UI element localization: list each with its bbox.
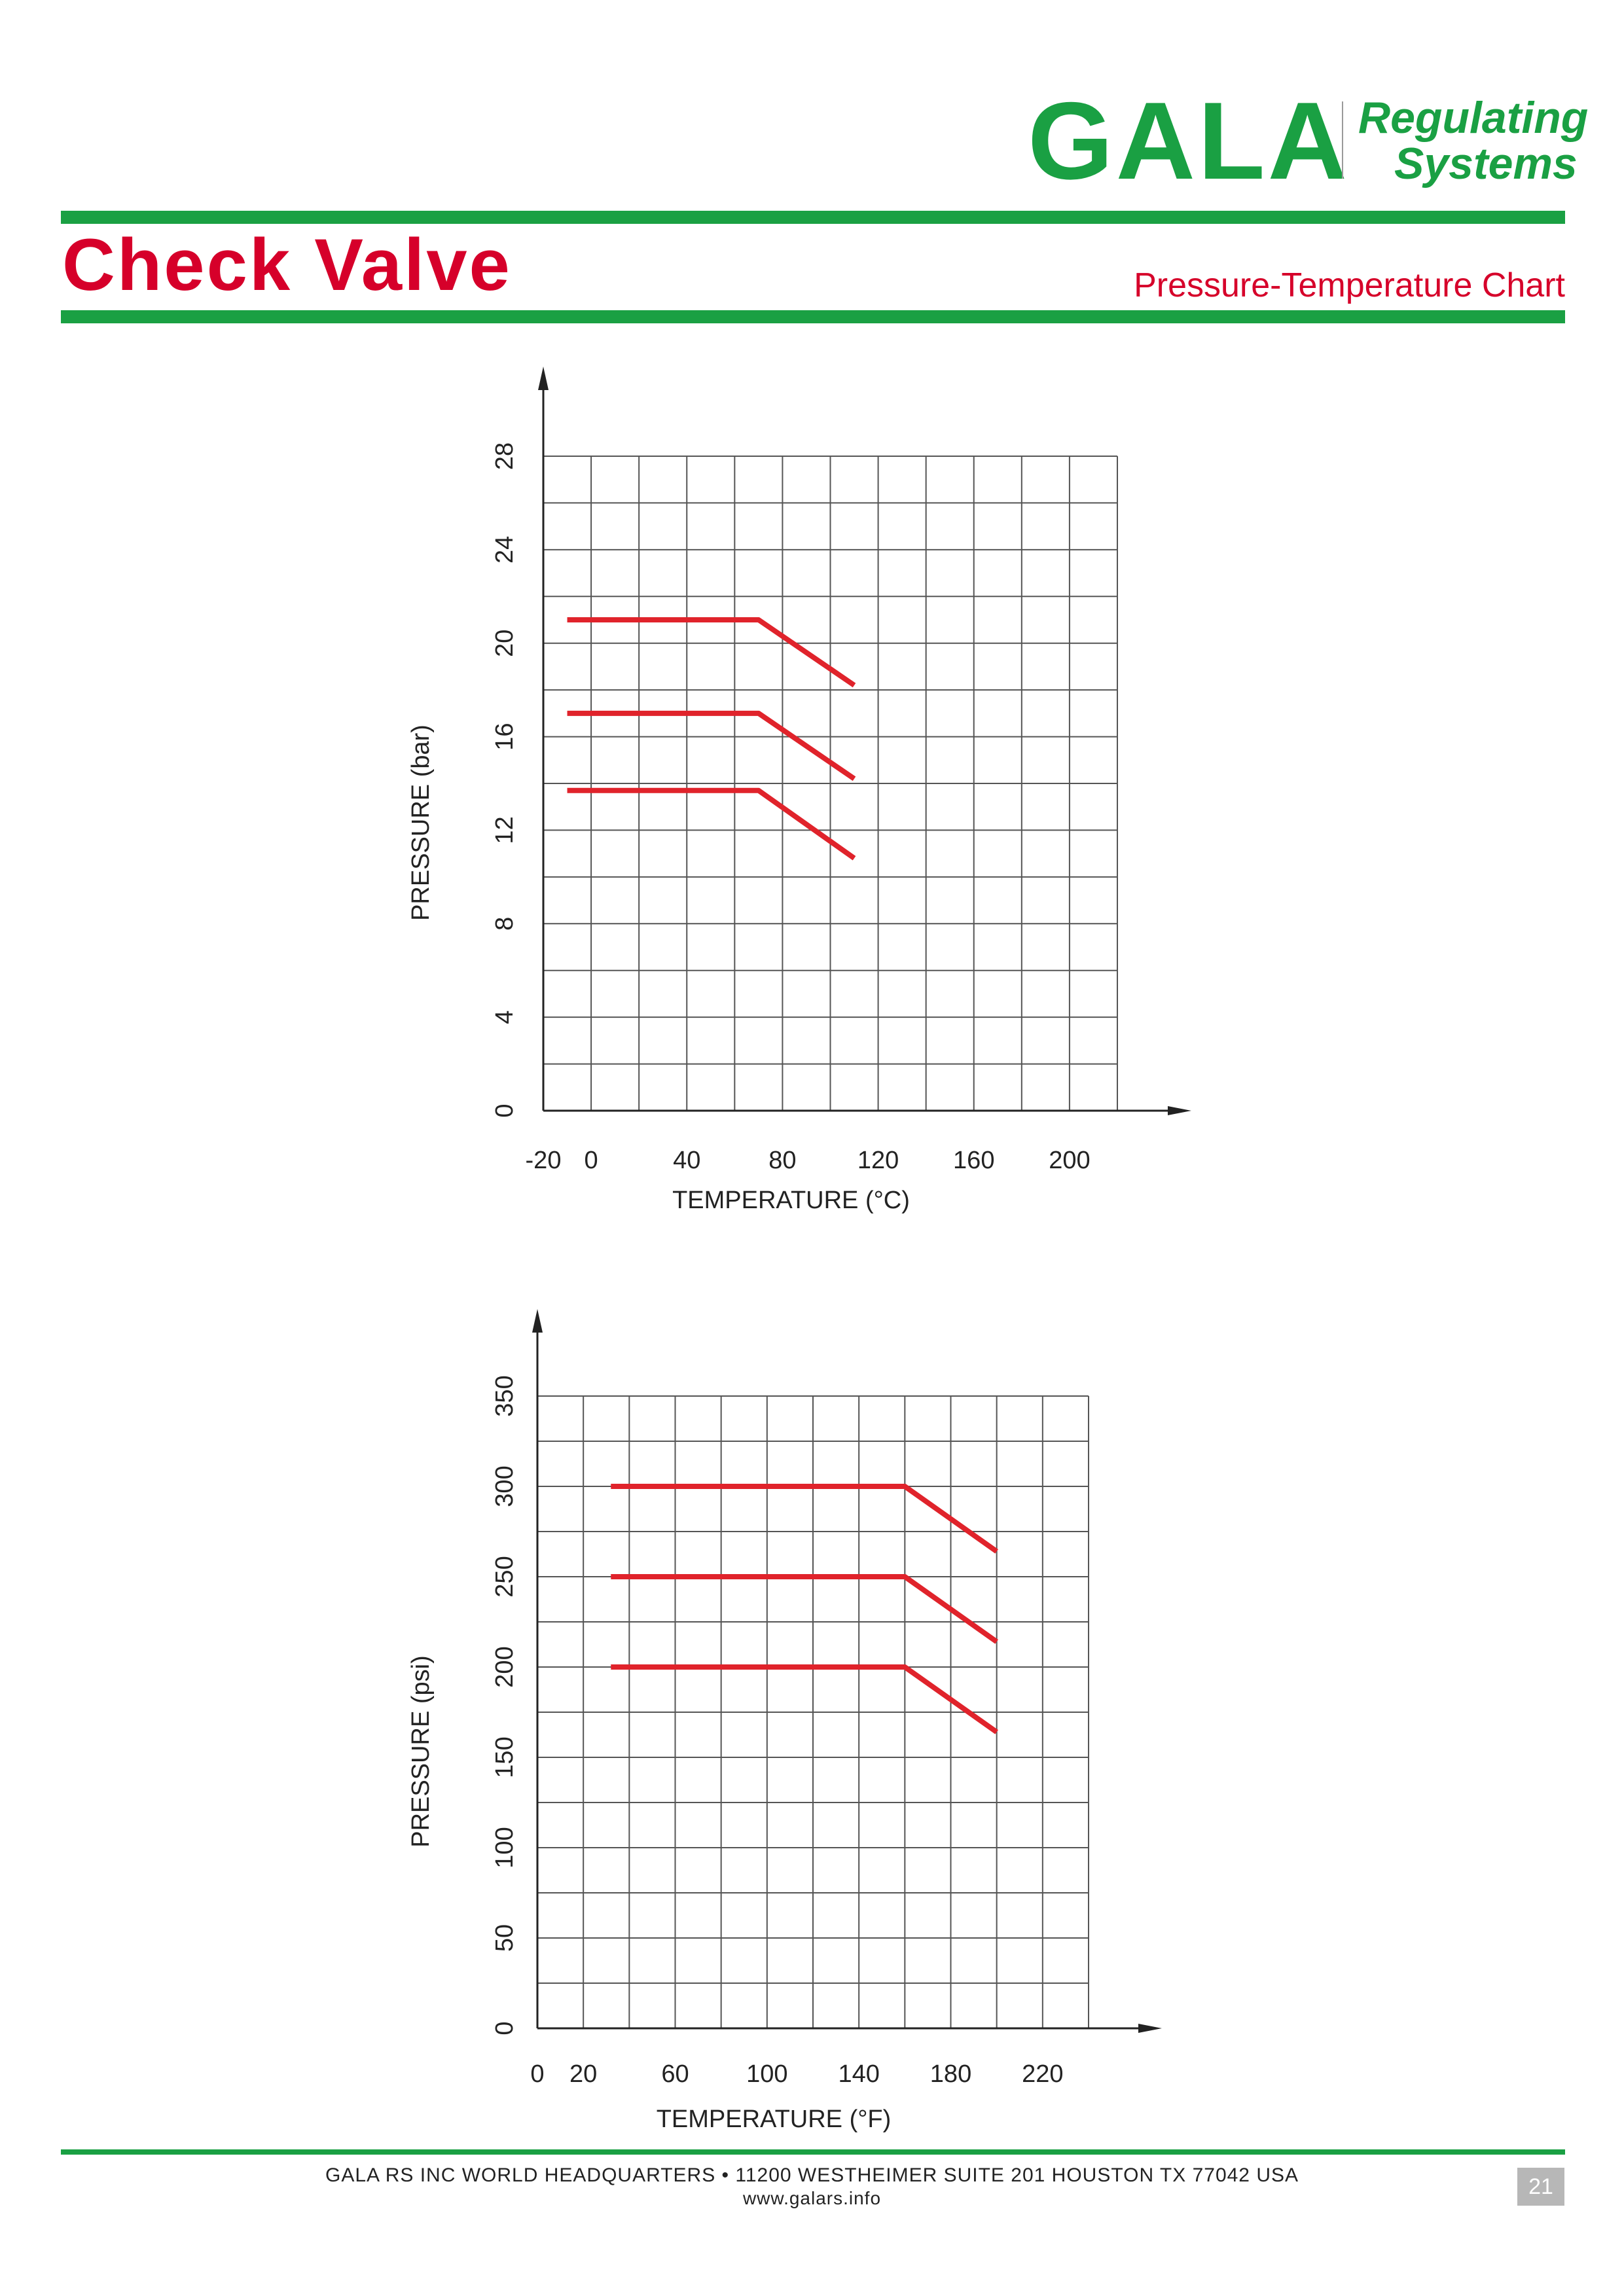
chart-2-y-tick-label: 250	[491, 1556, 518, 1597]
chart-2-x-tick-label: 220	[1022, 2060, 1063, 2088]
chart-2-y-axis-title: PRESSURE (psi)	[407, 1655, 435, 1848]
chart-1-y-tick-label: 20	[491, 630, 518, 657]
footer-website[interactable]: www.galars.info	[742, 2188, 882, 2208]
chart-2-x-axis-title: TEMPERATURE (°F)	[657, 2106, 892, 2133]
header-rule-bottom	[61, 310, 1565, 323]
footer-address: GALA RS INC WORLD HEADQUARTERS • 11200 W…	[325, 2164, 1299, 2186]
chart-2-y-tick-label: 0	[491, 2021, 518, 2035]
brand-logo: GALA Regulating Systems	[1028, 79, 1588, 202]
page-number: 21	[1517, 2168, 1564, 2206]
chart-2-x-tick-label: 20	[569, 2060, 597, 2088]
brand-tagline-line2: Systems	[1394, 139, 1578, 188]
chart-2-y-tick-label: 50	[491, 1924, 518, 1952]
chart-2-series-line-2	[611, 1574, 998, 1644]
brand-divider	[1342, 101, 1343, 179]
chart-1-y-tick-label: 0	[491, 1103, 518, 1117]
chart-1-y-axis-arrow	[538, 367, 549, 390]
chart-1-y-tick-label: 12	[491, 816, 518, 844]
chart-1-x-axis-arrow	[1168, 1106, 1191, 1115]
chart-2-y-tick-label: 350	[491, 1375, 518, 1416]
chart-1-series-line-2	[567, 710, 856, 781]
chart-1-x-tick-label: 120	[857, 1147, 899, 1174]
chart-1-series-line-1	[567, 617, 856, 688]
chart-1-x-axis-title: TEMPERATURE (°C)	[672, 1187, 910, 1214]
page-title: Check Valve	[62, 224, 512, 306]
chart-2-x-tick-label: 60	[661, 2060, 689, 2088]
chart-1-x-tick-label: 160	[953, 1147, 994, 1174]
chart-2-y-tick-label: 150	[491, 1736, 518, 1778]
chart-1-y-tick-label: 24	[491, 536, 518, 564]
chart-2-x-tick-label: 180	[930, 2060, 971, 2088]
chart-1-x-tick-label: 40	[673, 1147, 700, 1174]
chart-1-y-tick-label: 28	[491, 442, 518, 470]
chart-1-y-tick-label: 8	[491, 917, 518, 931]
header-rule-top	[61, 211, 1565, 224]
chart-1-series-line-3	[567, 787, 856, 861]
chart-2-y-tick-label: 200	[491, 1646, 518, 1687]
chart-1-x-tick-label: -20	[526, 1147, 562, 1174]
footer-rule	[61, 2149, 1565, 2155]
chart-1-y-tick-label: 16	[491, 723, 518, 750]
chart-2-y-tick-label: 100	[491, 1827, 518, 1868]
brand-wordmark: GALA	[1028, 79, 1350, 202]
chart-1-x-tick-label: 200	[1049, 1147, 1090, 1174]
chart-2-series-line-3	[611, 1664, 998, 1734]
chart-2-x-tick-label: 140	[838, 2060, 879, 2088]
chart-2-y-axis-arrow	[532, 1309, 543, 1333]
chart-1-x-tick-label: 80	[768, 1147, 796, 1174]
chart-2-x-axis-arrow	[1138, 2024, 1162, 2033]
chart-1-y-tick-label: 4	[491, 1011, 518, 1024]
chart-2-x-tick-label: 100	[746, 2060, 787, 2088]
chart-1-x-tick-label: 0	[585, 1147, 598, 1174]
chart-1-y-axis-title: PRESSURE (bar)	[407, 725, 435, 921]
chart-2-series-line-1	[611, 1484, 998, 1554]
brand-tagline-line1: Regulating	[1358, 93, 1589, 143]
pressure-temperature-charts: -20 0 40 80 120 160 2000481216202428TEMPERATUR…	[407, 367, 1191, 2133]
chart-2-x-tick-label: 0	[530, 2060, 544, 2088]
chart-2-y-tick-label: 300	[491, 1465, 518, 1507]
page-subtitle: Pressure-Temperature Chart	[1134, 266, 1565, 304]
